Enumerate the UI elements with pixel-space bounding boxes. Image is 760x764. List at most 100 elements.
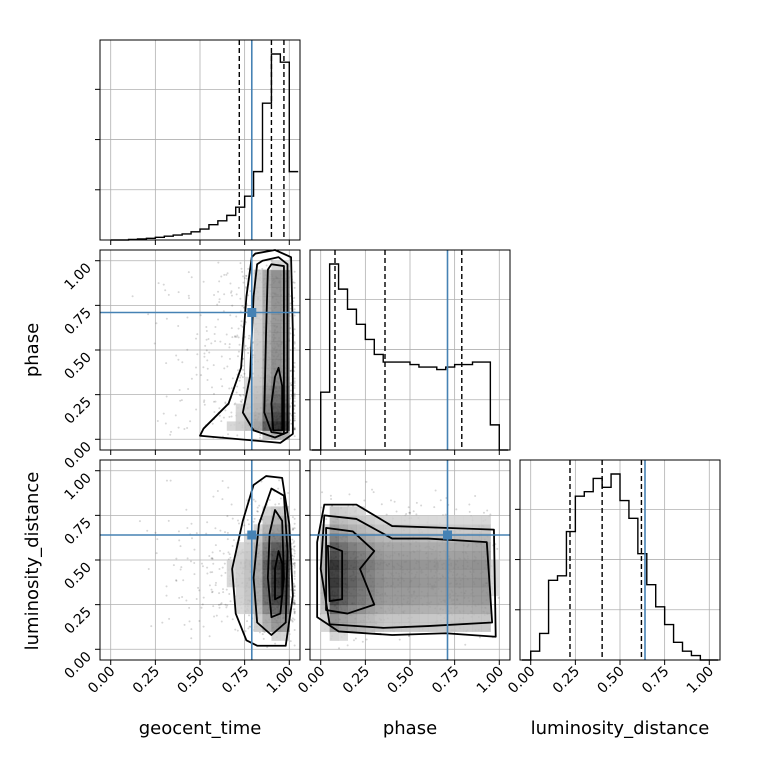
density-cell (356, 586, 366, 597)
sample-point (268, 498, 271, 501)
density-cell (244, 403, 255, 413)
sample-point (293, 599, 296, 602)
density-cell (262, 341, 272, 351)
sample-point (241, 270, 244, 273)
sample-point (231, 618, 234, 621)
sample-point (181, 595, 184, 598)
density-cell (262, 367, 272, 378)
density-cell (253, 394, 263, 405)
sample-point (409, 511, 412, 514)
sample-point (217, 318, 220, 321)
sample-point (365, 480, 368, 483)
sample-point (205, 349, 208, 352)
sample-point (154, 531, 157, 534)
sample-point (293, 415, 296, 418)
y-tick-label: 0.75 (61, 305, 94, 338)
density-cell (463, 568, 473, 579)
density-cell (374, 577, 384, 588)
sample-point (220, 620, 223, 623)
density-cell (280, 577, 290, 588)
sample-point (242, 386, 245, 389)
density-cell (253, 323, 263, 333)
density-cell (347, 622, 357, 632)
density-cell (427, 577, 438, 588)
sample-point (165, 594, 168, 597)
density-cell (454, 542, 465, 552)
sample-point (220, 420, 223, 423)
density-cell (253, 622, 263, 632)
sample-point (224, 402, 227, 405)
sample-point (266, 646, 269, 649)
sample-point (196, 353, 199, 356)
sample-point (293, 426, 296, 429)
density-cell (445, 515, 456, 525)
density-cell (392, 604, 402, 615)
density-cell (454, 568, 465, 579)
sample-point (274, 642, 277, 645)
contour-line (252, 487, 289, 636)
density-cell (226, 560, 237, 570)
density-cell (338, 524, 348, 534)
density-cell (244, 568, 255, 579)
density-cell (280, 314, 290, 324)
sample-point (227, 486, 230, 489)
sample-point (220, 574, 223, 577)
density-cell (374, 568, 384, 579)
density-cell (280, 358, 290, 369)
density-cell (235, 542, 246, 552)
density-cell (463, 533, 473, 543)
sample-point (293, 608, 296, 611)
sample-point (261, 633, 264, 636)
sample-point (202, 280, 205, 283)
sample-point (243, 372, 246, 375)
sample-point (237, 327, 240, 330)
density-cell (271, 323, 281, 333)
sample-point (180, 566, 183, 569)
sample-point (236, 355, 239, 358)
density-cell (271, 385, 281, 396)
sample-point (156, 538, 159, 541)
density-cell (262, 394, 272, 405)
density-cell (392, 595, 402, 606)
density-cell (445, 560, 456, 570)
sample-point (187, 387, 190, 390)
density-cell (253, 376, 263, 387)
density-cell (347, 604, 357, 615)
sample-point (321, 491, 324, 494)
density-cell (271, 358, 281, 369)
density-cell (383, 577, 393, 588)
sample-point (293, 419, 296, 422)
density-cell (383, 568, 393, 579)
sample-point (320, 506, 323, 509)
sample-point (188, 606, 191, 609)
density-cell (235, 604, 246, 615)
sample-point (193, 573, 196, 576)
histogram-step-geocent_time (110, 53, 299, 241)
sample-point (229, 556, 232, 559)
sample-point (230, 411, 233, 414)
density-cell (280, 586, 290, 597)
sample-point (293, 527, 296, 530)
density-cell (427, 613, 438, 623)
sample-point (177, 426, 180, 429)
sample-point (293, 595, 296, 598)
sample-point (245, 277, 248, 280)
contour-line (326, 544, 344, 602)
sample-point (482, 511, 485, 514)
density-cell (383, 560, 393, 570)
sample-point (223, 562, 226, 565)
sample-point (203, 355, 206, 358)
sample-point (293, 419, 296, 422)
density-cell (365, 586, 375, 597)
sample-point (289, 640, 292, 643)
sample-point (415, 513, 418, 516)
density-cell (253, 568, 263, 579)
sample-point (330, 498, 333, 501)
sample-point (405, 513, 408, 516)
sample-point (231, 304, 234, 307)
hist-panel-geocent_time (95, 39, 301, 245)
density-cell (338, 533, 348, 543)
density-cell (401, 595, 411, 606)
sample-point (212, 392, 215, 395)
sample-point (206, 521, 209, 524)
